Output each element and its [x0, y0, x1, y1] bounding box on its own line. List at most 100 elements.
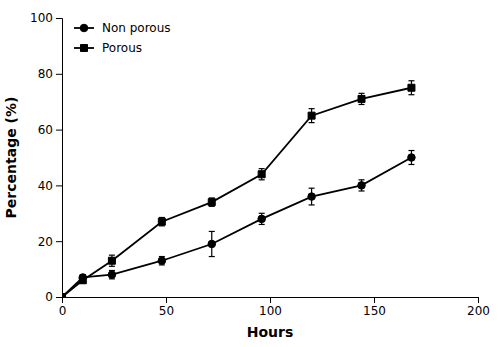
error-bar-cap: [408, 94, 414, 95]
chart-container: 0 50 100 150 200 0 20 40 60 80 100 Non porous Porous…: [0, 0, 500, 347]
chart: 0 50 100 150 200 0 20 40 60 80 100 Non porous Porous…: [0, 0, 500, 347]
legend-swatch-marker: [80, 24, 88, 32]
x-tick: 100: [259, 297, 282, 318]
marker: [158, 218, 165, 225]
marker: [79, 277, 86, 284]
error-bar: [259, 213, 265, 224]
x-tick: 200: [467, 297, 490, 318]
y-tick-label: 60: [38, 123, 53, 137]
error-bar-cap: [259, 224, 265, 225]
series: [62, 81, 415, 297]
y-axis: 0 20 40 60 80 100: [30, 11, 62, 304]
y-tick-mark: [56, 185, 62, 186]
marker: [62, 294, 66, 298]
error-bar-cap: [408, 164, 414, 165]
error-bar-cap: [109, 266, 115, 267]
marker: [408, 84, 415, 91]
marker: [308, 112, 315, 119]
marker: [208, 199, 215, 206]
y-tick-label: 80: [38, 67, 53, 81]
x-tick-mark: [270, 297, 271, 303]
x-axis: 0 50 100 150 200: [59, 297, 490, 318]
error-bar-cap: [209, 256, 215, 257]
plot: 0 50 100 150 200 0 20 40 60 80 100 Non porous Porous: [30, 11, 490, 317]
error-bar-cap: [359, 93, 365, 94]
y-tick: 80: [38, 67, 62, 81]
error-bar: [109, 255, 115, 266]
error-bar-cap: [259, 179, 265, 180]
legend-swatch-marker: [81, 45, 88, 52]
marker: [358, 182, 366, 190]
x-tick: 0: [59, 297, 67, 318]
error-bar: [408, 151, 414, 165]
error-bar: [309, 188, 315, 205]
y-tick-mark: [56, 130, 62, 131]
x-tick: 50: [159, 297, 174, 318]
error-bar: [159, 217, 165, 225]
marker: [108, 271, 116, 279]
error-bar-cap: [359, 179, 365, 180]
error-bar-cap: [209, 231, 215, 232]
x-tick-mark: [166, 297, 167, 303]
error-bar: [209, 198, 215, 206]
error-bar-cap: [309, 204, 315, 205]
marker: [308, 193, 316, 201]
error-bar-cap: [309, 188, 315, 189]
error-bar-cap: [359, 104, 365, 105]
y-tick: 20: [38, 235, 62, 249]
marker: [108, 257, 115, 264]
marker: [158, 257, 166, 265]
error-bar: [159, 257, 165, 265]
x-tick-label: 50: [159, 304, 174, 318]
y-tick: 60: [38, 123, 62, 137]
marker: [358, 95, 365, 102]
error-bar-cap: [408, 80, 414, 81]
y-tick-label: 20: [38, 235, 53, 249]
x-axis-line: [63, 298, 479, 304]
y-tick-mark: [56, 18, 62, 19]
marker: [258, 171, 265, 178]
y-axis-title: Percentage (%): [3, 97, 19, 219]
x-tick-label: 200: [467, 304, 490, 318]
error-bar-cap: [359, 190, 365, 191]
legend-label: Non porous: [102, 21, 171, 35]
error-bar-cap: [259, 213, 265, 214]
marks: [62, 81, 415, 297]
y-tick-mark: [56, 74, 62, 75]
error-bar-cap: [309, 122, 315, 123]
legend: Non porous Porous: [74, 21, 171, 55]
error-bar: [408, 81, 414, 95]
error-bar-cap: [259, 168, 265, 169]
marker: [408, 154, 416, 162]
error-bar-cap: [408, 150, 414, 151]
error-bar: [209, 231, 215, 256]
marker: [62, 293, 66, 297]
x-tick-mark: [478, 297, 479, 303]
series: [62, 151, 415, 297]
y-tick-label: 40: [38, 179, 53, 193]
y-tick: 0: [45, 290, 62, 304]
marker: [208, 240, 216, 248]
legend-item: Non porous: [74, 21, 171, 35]
x-tick-label: 100: [259, 304, 282, 318]
x-axis-title: Hours: [247, 324, 294, 340]
y-tick: 100: [30, 11, 62, 25]
error-bar: [309, 109, 315, 123]
x-tick-label: 150: [363, 304, 386, 318]
line: [62, 88, 411, 297]
line: [62, 158, 411, 298]
y-axis-line: [56, 19, 63, 298]
error-bar: [109, 270, 115, 278]
y-tick: 40: [38, 179, 62, 193]
error-bar: [359, 93, 365, 104]
error-bar: [80, 277, 86, 283]
error-bar-cap: [309, 108, 315, 109]
x-tick-label: 0: [59, 304, 67, 318]
error-bar-cap: [109, 255, 115, 256]
legend-label: Porous: [102, 41, 142, 55]
legend-item: Porous: [74, 41, 142, 55]
y-tick-mark: [56, 297, 62, 298]
x-tick: 150: [363, 297, 386, 318]
y-tick-label: 0: [45, 290, 53, 304]
error-bar: [359, 180, 365, 191]
